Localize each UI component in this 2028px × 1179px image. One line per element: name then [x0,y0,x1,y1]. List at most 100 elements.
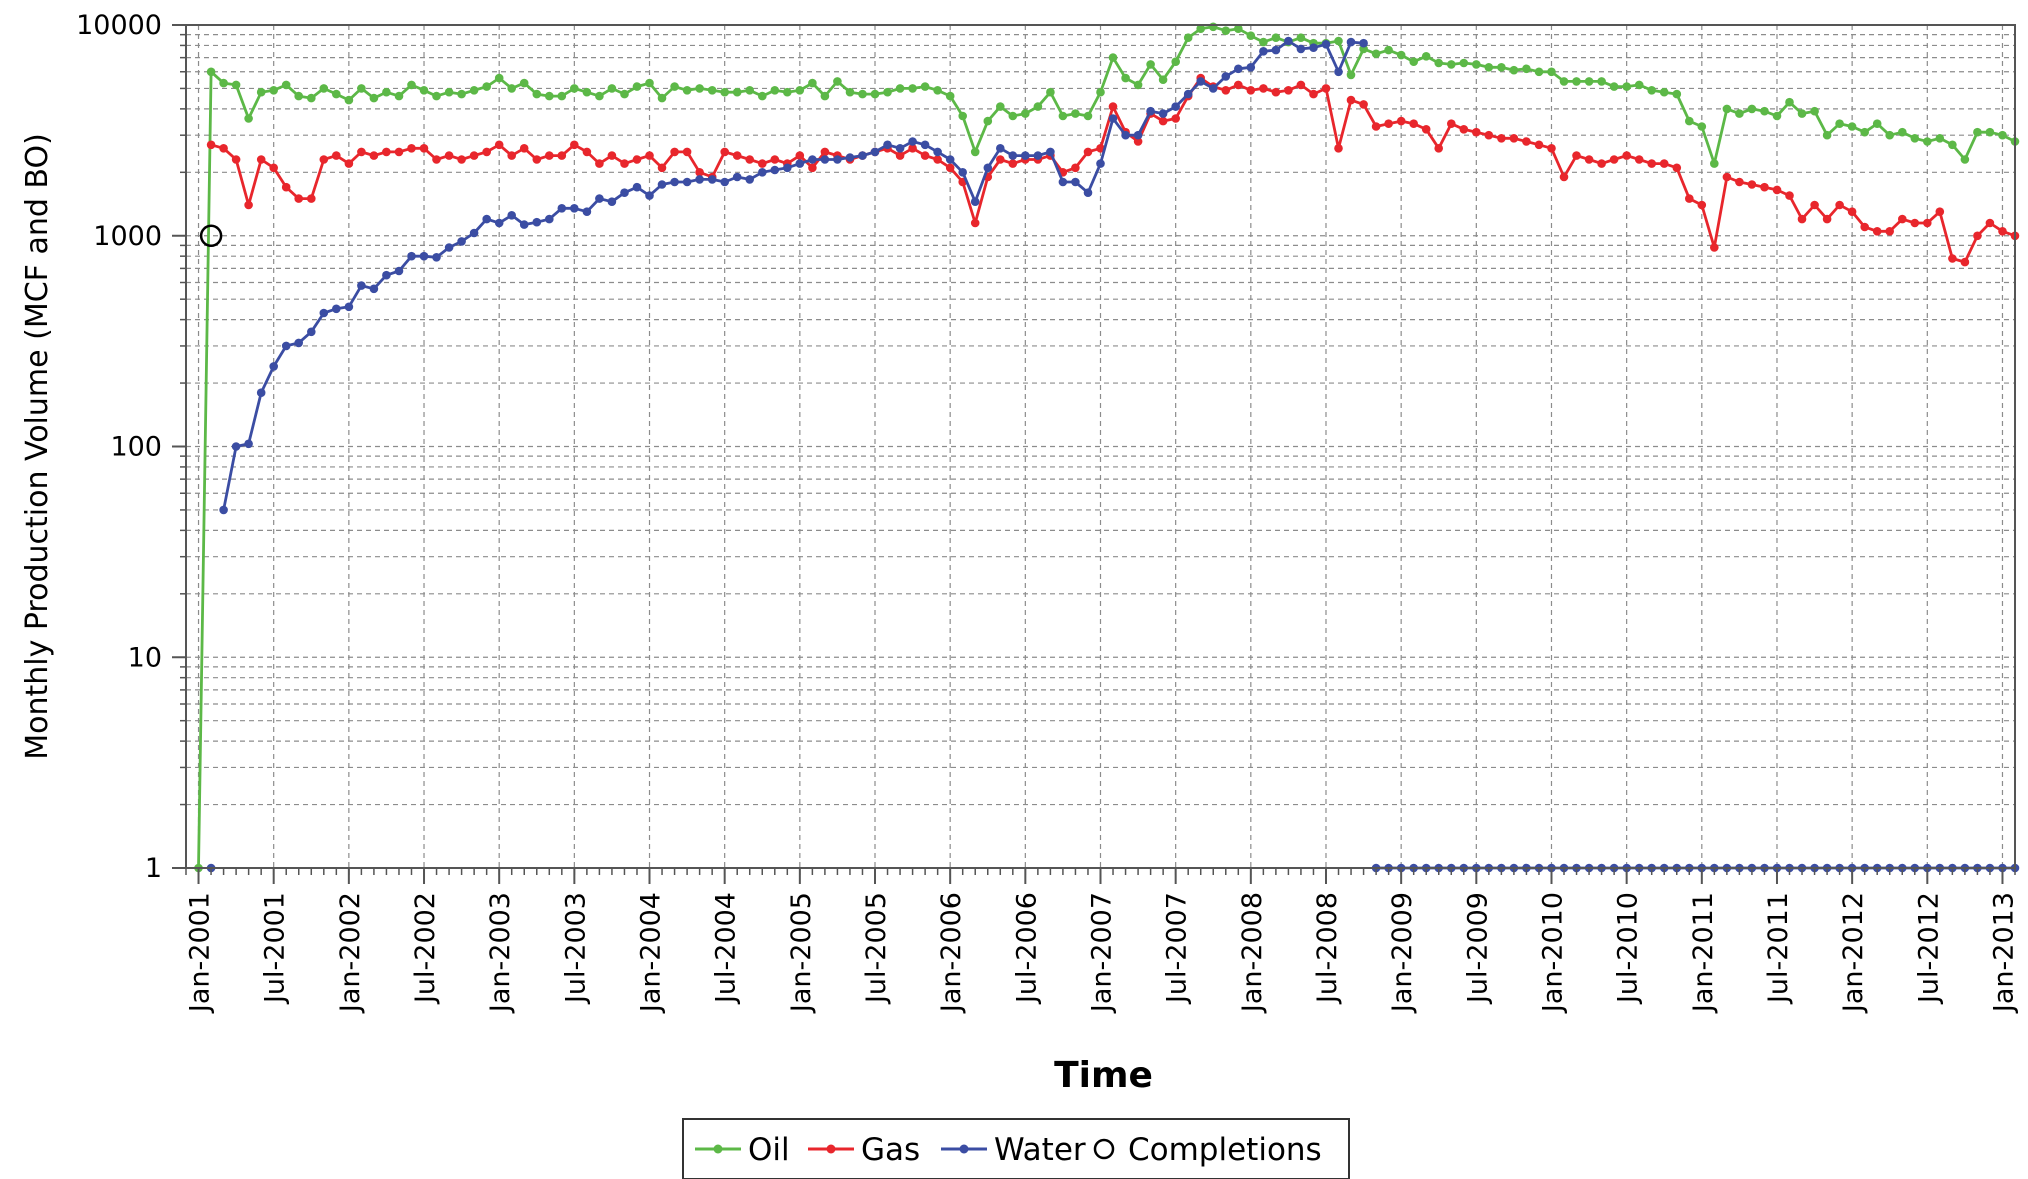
oil-point [582,87,592,97]
gas-point [344,159,354,168]
water-point [1208,84,1218,93]
oil-point [1572,77,1581,86]
oil-point [1058,111,1068,121]
x-tick-label: Jan-2007 [1087,892,1118,1014]
water-point [256,388,266,398]
legend-item-completions: Completions [1093,1132,1322,1168]
oil-point [1923,137,1932,146]
oil-point [1772,111,1782,121]
water-point [1083,188,1093,197]
oil-point [1071,109,1080,118]
water-point [745,175,754,184]
oil-point [1735,109,1744,118]
legend: Oil Gas Water Completions [682,1118,1350,1179]
oil-point [1183,33,1193,42]
water-point [758,168,767,177]
y-tick-label: 10 [128,642,162,673]
gas-point [1634,155,1644,164]
water-point [645,191,654,200]
gas-point [1785,191,1794,200]
gas-point [933,155,942,164]
gas-point [820,147,830,157]
oil-point [870,89,880,99]
oil-point [1371,49,1381,59]
oil-point [1710,159,1719,168]
gas-point [1647,159,1656,168]
gas-point [1108,102,1118,111]
water-point [632,182,642,192]
gas-point [1534,140,1544,150]
oil-point [1847,122,1857,131]
water-point [1271,45,1281,55]
gas-point [1171,114,1180,123]
oil-point [1384,45,1393,55]
gas-point [1998,227,2007,236]
oil-point [1973,127,1982,137]
oil-point [908,84,917,93]
oil-point [1910,134,1920,143]
oil-point [1434,58,1443,68]
x-tick-label: Jul-2008 [1312,892,1343,1005]
water-point [620,188,629,197]
oil-point [269,86,279,95]
water-point [494,218,504,228]
water-point [457,237,466,246]
water-point [307,327,316,337]
oil-point [507,84,516,93]
gas-point [494,140,504,150]
oil-point [1158,75,1168,84]
gas-point [382,147,391,157]
water-point [1033,151,1043,160]
oil-point [1083,111,1093,121]
oil-point [545,91,554,101]
oil-point [657,93,667,103]
gas-point [1409,119,1418,128]
x-tick-label: Jul-2007 [1162,892,1193,1005]
water-point [820,155,830,164]
water-point [858,151,867,160]
water-point [670,177,679,187]
water-point [958,168,967,177]
legend-item-oil: Oil [695,1132,790,1168]
water-point [1346,37,1356,47]
y-tick-label: 1 [145,853,162,884]
gas-point [469,151,479,160]
oil-point [996,102,1005,111]
oil-point [1534,67,1544,77]
water-point [545,214,554,224]
oil-point [1659,87,1669,97]
oil-point [1108,53,1118,62]
gas-point [219,144,228,153]
oil-point [720,87,729,97]
oil-point [1685,116,1694,126]
gas-point [482,147,492,157]
water-point [1008,151,1018,160]
oil-point [357,84,366,93]
oil-point [1409,57,1418,66]
gas-point [1434,144,1443,153]
gas-point [1847,207,1857,216]
oil-point [845,87,855,97]
water-point [920,140,930,150]
water-point [269,362,279,371]
oil-point [682,86,692,95]
gas-point [996,155,1005,164]
water-point [1096,159,1105,168]
gas-point [244,200,253,210]
gas-point [1421,125,1431,134]
water-point [1234,64,1243,74]
oil-point [695,84,704,93]
oil-point [469,86,479,95]
oil-point [1459,58,1469,68]
water-point [770,165,780,175]
water-point [344,302,354,312]
gas-point [1472,127,1481,137]
water-point [1158,109,1168,118]
gas-point [1158,116,1168,126]
gas-point [1672,163,1682,173]
gas-point [1008,159,1018,168]
oil-point [344,95,354,105]
gas-point [1234,80,1243,90]
x-tick-label: Jan-2012 [1838,892,1869,1014]
oil-point [332,89,341,99]
